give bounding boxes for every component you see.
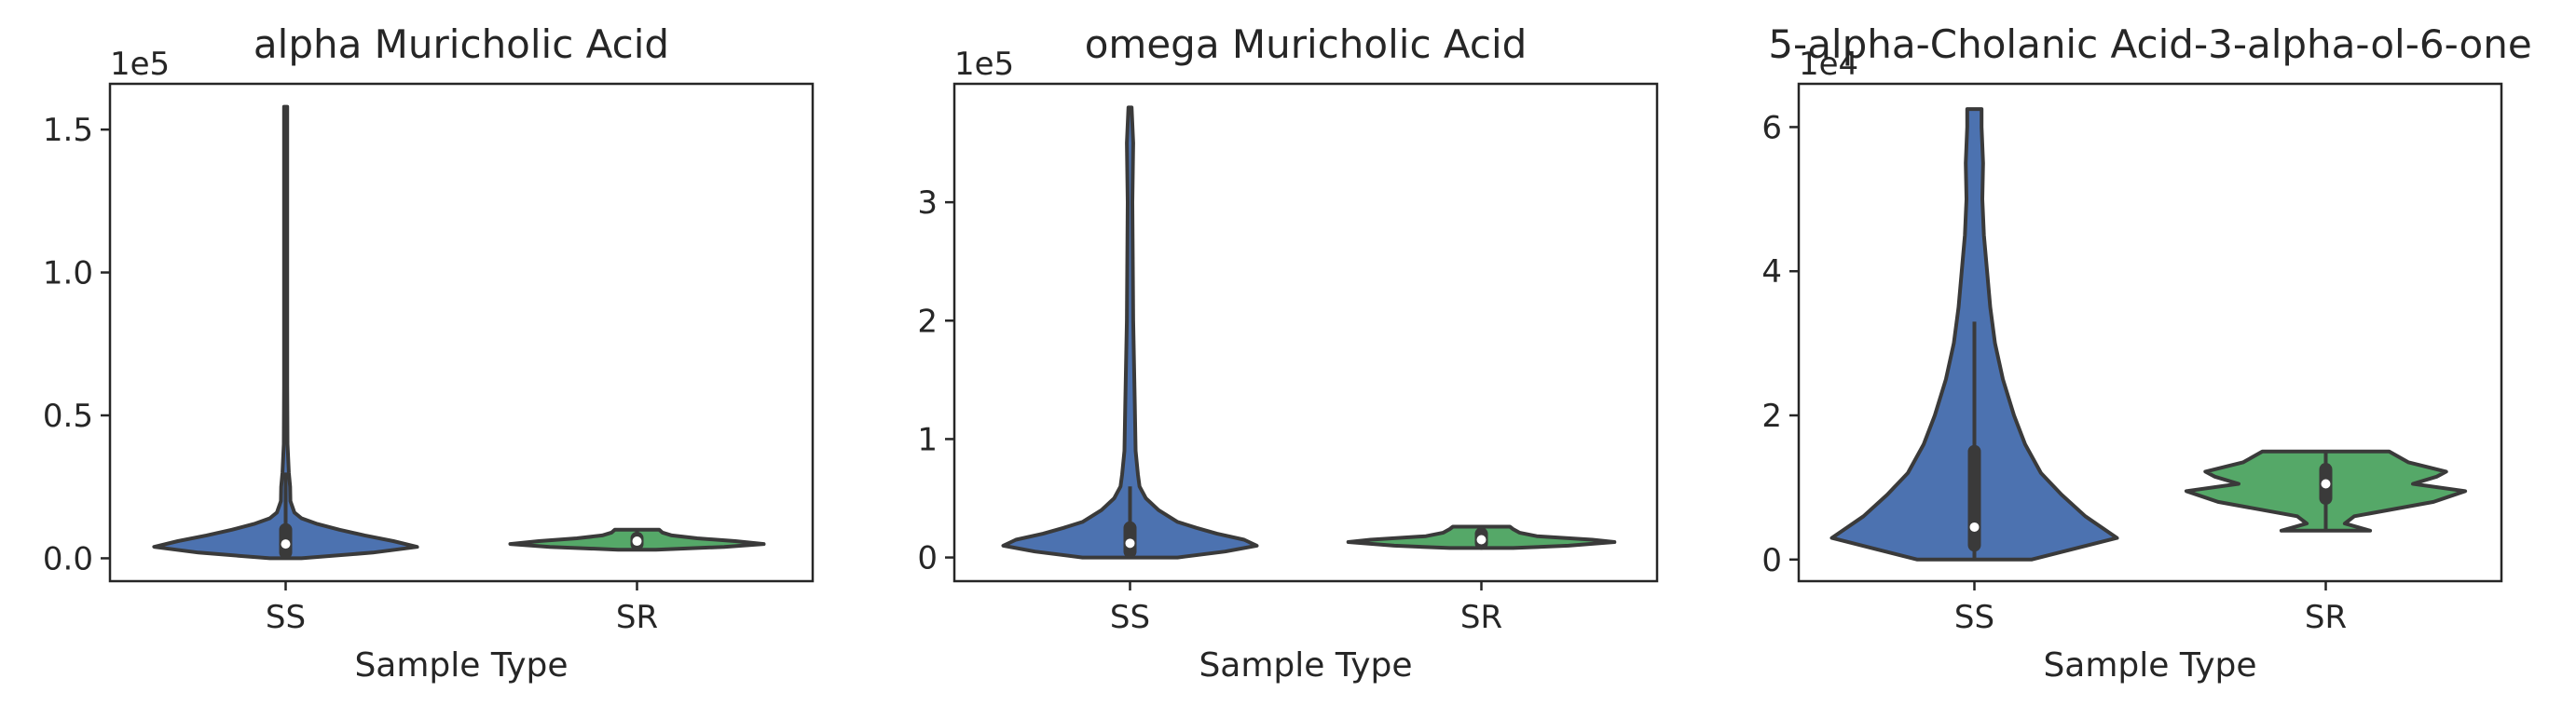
chart-panel-1: 0.0 0.5 1.0 1.5 SS SR Sample Type 1e5 alpha Muri… [43,21,815,685]
chart-panel-2: 0 1 2 3 SS SR Sample Type 1e5 omega Muricholic A… [917,21,1659,685]
median-marker-sr [1476,535,1487,545]
x-tick-label: SR [616,599,658,636]
axes-frame [1797,82,2503,583]
chart-title: alpha Muricholic Acid [253,21,669,67]
x-axis-label: Sample Type [2043,646,2256,685]
x-tick-label: SS [266,599,306,636]
y-tick-label: 1 [917,421,938,458]
y-tick-label: 4 [1761,253,1782,291]
x-tick-label: SS [1110,599,1150,636]
x-tick-label: SR [1460,599,1502,636]
y-offset-label: 1e4 [1799,46,1858,83]
y-tick-label: 0.0 [43,540,93,577]
median-marker-ss [1125,538,1135,549]
x-axis-label: Sample Type [354,646,568,685]
median-marker-ss [1969,522,1980,532]
chart-title: omega Muricholic Acid [1085,21,1528,67]
x-tick-label: SR [2305,599,2347,636]
y-offset-label: 1e5 [954,46,1014,83]
median-marker-ss [281,539,291,549]
axes-frame [952,82,1659,583]
y-tick-label: 6 [1761,109,1782,146]
axes-frame [108,82,815,583]
y-tick-label: 0.5 [43,398,93,435]
median-marker-sr [632,536,642,547]
y-tick-label: 1.0 [43,255,93,292]
violin-ss [152,104,419,561]
y-tick-label: 2 [1761,398,1782,435]
y-offset-label: 1e5 [110,46,170,83]
y-tick-label: 0 [917,540,938,577]
x-axis-label: Sample Type [1199,646,1412,685]
y-tick-label: 3 [917,184,938,222]
x-tick-label: SS [1954,599,1994,636]
chart-title: 5-alpha-Cholanic Acid-3-alpha-ol-6-one [1768,21,2531,67]
median-marker-sr [2321,479,2331,489]
y-tick-label: 2 [917,303,938,340]
y-tick-label: 1.5 [43,112,93,149]
violin-ss [1001,105,1259,560]
y-tick-label: 0 [1761,542,1782,579]
